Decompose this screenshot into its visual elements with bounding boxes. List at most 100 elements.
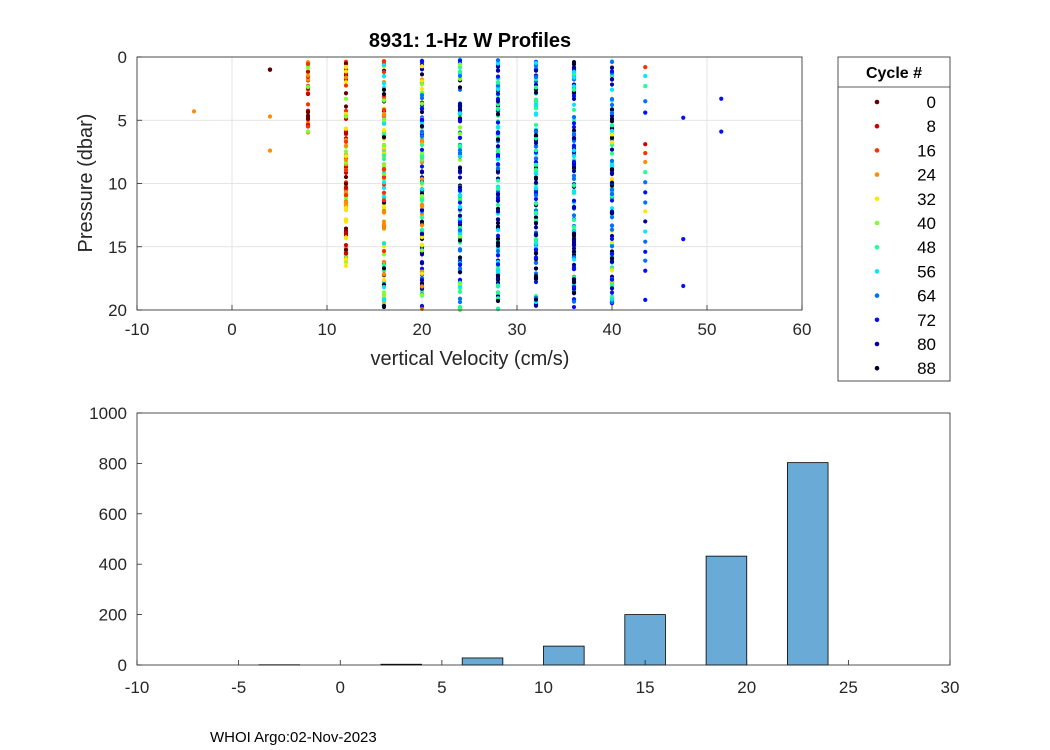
scatter-point [643, 258, 648, 263]
scatter-point [419, 261, 425, 266]
scatter-point [643, 200, 648, 205]
scatter-point [571, 168, 577, 174]
scatter-point [571, 213, 577, 218]
legend-entry: 0 [874, 93, 936, 112]
histogram-bar [461, 657, 504, 666]
scatter-point [643, 110, 648, 115]
scatter-point [609, 176, 615, 181]
scatter-point [681, 115, 686, 120]
scatter-point [609, 198, 615, 203]
scatter-ticks: -10 0 10 20 30 40 50 60 0 5 10 15 20 [108, 48, 811, 339]
scatter-point [571, 205, 577, 210]
velocity-column [381, 58, 387, 310]
scatter-point [609, 180, 615, 185]
legend-label: 72 [917, 311, 936, 330]
scatter-point [571, 262, 577, 267]
scatter-point [643, 219, 648, 224]
scatter-point [343, 64, 349, 69]
scatter-point [457, 213, 463, 218]
scatter-point [419, 79, 425, 84]
scatter-point [457, 255, 463, 260]
velocity-column [343, 59, 349, 268]
scatter-point [533, 256, 539, 261]
scatter-point [381, 156, 387, 162]
scatter-point [343, 126, 349, 131]
scatter-point [343, 181, 349, 186]
scatter-point [381, 195, 387, 200]
scatter-point [343, 199, 349, 205]
legend-label: 80 [917, 335, 936, 354]
scatter-point [495, 83, 501, 88]
histogram-x-tick-label: 10 [534, 678, 553, 697]
scatter-point [571, 299, 577, 304]
scatter-point [381, 143, 387, 148]
scatter-point [419, 223, 425, 228]
scatter-point [381, 63, 387, 68]
scatter-point [495, 262, 501, 267]
scatter-point [343, 207, 349, 212]
scatter-point [457, 220, 463, 225]
scatter-point [381, 198, 387, 203]
scatter-point [571, 96, 577, 101]
scatter-point [457, 234, 463, 240]
scatter-point [343, 243, 349, 248]
scatter-point [571, 239, 577, 244]
scatter-point [643, 73, 648, 79]
scatter-point [609, 59, 615, 65]
scatter-point [609, 113, 615, 118]
scatter-point [305, 84, 311, 89]
legend-marker [874, 99, 880, 105]
scatter-point [419, 180, 425, 186]
scatter-point [419, 235, 425, 240]
scatter-point [533, 63, 539, 68]
velocity-column [609, 59, 615, 306]
scatter-point [305, 69, 311, 74]
scatter-point [609, 107, 615, 112]
scatter-point [495, 192, 501, 197]
scatter-point [609, 69, 615, 74]
scatter-point [533, 112, 539, 117]
scatter-point [495, 157, 501, 162]
scatter-point [343, 247, 349, 252]
scatter-point [343, 192, 349, 198]
legend: Cycle # 0 8 16 24 32 40 48 56 64 72 80 88 [837, 56, 951, 382]
scatter-point [419, 227, 425, 232]
scatter-point [495, 236, 501, 241]
scatter-point [381, 98, 387, 103]
legend-title: Cycle # [866, 65, 922, 82]
legend-entry: 64 [874, 287, 936, 306]
scatter-point [719, 129, 724, 134]
scatter-point [381, 120, 387, 125]
scatter-point [533, 148, 539, 153]
scatter-point [533, 180, 539, 185]
scatter-point [571, 266, 577, 271]
scatter-point [419, 64, 425, 69]
scatter-point [571, 176, 577, 181]
scatter-point [457, 262, 463, 267]
histogram-plot: -10 -5 0 5 10 15 20 25 30 0 200 400 600 800 1000 [89, 404, 959, 697]
scatter-point [419, 271, 425, 276]
scatter-point [381, 175, 387, 180]
scatter-point [495, 152, 501, 158]
scatter-point [495, 162, 501, 167]
scatter-point [533, 129, 539, 134]
scatter-point [305, 61, 311, 67]
scatter-point [643, 190, 648, 195]
scatter-point [267, 148, 273, 153]
legend-label: 56 [917, 262, 936, 281]
scatter-point [457, 76, 463, 82]
scatter-point [495, 195, 501, 200]
scatter-point [609, 128, 615, 133]
scatter-point [609, 191, 615, 197]
scatter-point [381, 272, 387, 277]
scatter-point [419, 169, 425, 174]
scatter-point [419, 147, 425, 152]
scatter-point [381, 241, 387, 246]
scatter-point [609, 290, 615, 295]
legend-label: 88 [917, 359, 936, 378]
scatter-x-tick-label: 60 [793, 320, 812, 339]
histogram-x-tick-label: 0 [336, 678, 345, 697]
scatter-point [381, 262, 387, 268]
scatter-point [343, 235, 349, 240]
scatter-point [343, 263, 349, 268]
